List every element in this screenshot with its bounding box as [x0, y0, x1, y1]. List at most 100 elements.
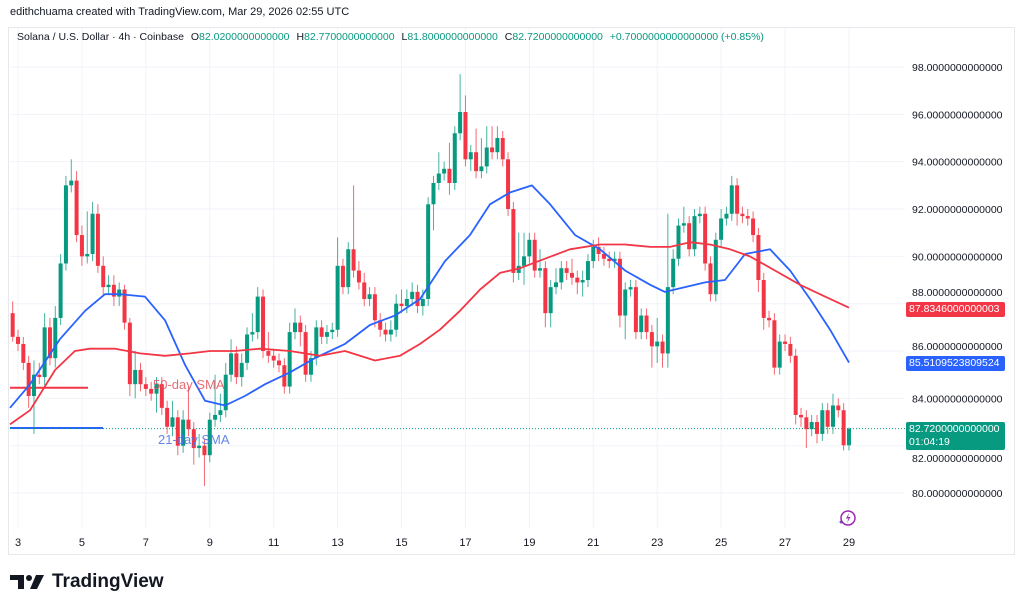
candle-down: [543, 268, 548, 314]
candle-up: [623, 289, 628, 316]
candle-down: [372, 294, 377, 321]
candle-up: [697, 213, 702, 217]
moving-averages: [9, 184, 850, 426]
candle-down: [772, 320, 777, 368]
candle-down: [708, 263, 713, 295]
lightning-icon[interactable]: [838, 509, 856, 527]
candle-down: [649, 332, 654, 347]
candle-down: [298, 322, 303, 333]
candle-down: [783, 341, 788, 344]
candle-down: [362, 282, 367, 299]
price-tick-label: 86.0000000000000: [912, 341, 1003, 353]
symbol-title[interactable]: Solana / U.S. Dollar · 4h · Coinbase: [17, 31, 184, 43]
sma50-annotation[interactable]: 50-day SMA: [153, 377, 225, 392]
close-label: C: [504, 31, 513, 43]
candle-up: [777, 341, 782, 368]
candle-up: [729, 185, 734, 214]
tradingview-logo-icon: [10, 575, 44, 589]
candle-up: [484, 147, 489, 167]
candle-up: [287, 332, 292, 387]
candle-down: [825, 410, 830, 427]
candle-down: [101, 265, 106, 288]
candle-down: [447, 168, 452, 183]
candle-up: [335, 265, 340, 330]
change-value: +0.7000000000000000 (+0.85%): [609, 31, 764, 43]
candle-down: [596, 246, 601, 254]
candle-up: [426, 204, 431, 299]
last-price-value: 82.7200000000000: [909, 423, 1000, 435]
candle-down: [756, 235, 761, 281]
candle-up: [213, 414, 218, 420]
candle-up: [223, 374, 228, 411]
tradingview-logo[interactable]: TradingView: [10, 571, 164, 593]
candle-up: [820, 410, 825, 434]
candle-down: [79, 235, 84, 257]
time-tick-label: 3: [15, 537, 21, 549]
candle-down: [143, 384, 148, 389]
candle-up: [218, 410, 223, 415]
candle-up: [692, 216, 697, 250]
time-tick-label: 7: [143, 537, 149, 549]
candle-down: [500, 138, 505, 160]
candle-down: [74, 180, 79, 236]
price-axis[interactable]: 98.0000000000000 96.0000000000000 94.00000…: [912, 62, 1003, 500]
candle-up: [713, 239, 718, 295]
candle-down: [804, 417, 809, 430]
price-tick-label: 82.0000000000000: [912, 453, 1003, 465]
candle-down: [399, 303, 404, 307]
candle-down: [234, 353, 239, 378]
candle-up: [42, 327, 47, 378]
candle-up: [553, 282, 558, 288]
candle-down: [202, 445, 207, 456]
candle-up: [239, 362, 244, 378]
candle-down: [740, 213, 745, 217]
candle-up: [58, 263, 63, 318]
candle-up: [388, 329, 393, 335]
price-tick-label: 96.0000000000000: [912, 109, 1003, 121]
candle-down: [191, 429, 196, 449]
candle-down: [21, 343, 26, 363]
low-label: L: [401, 31, 408, 43]
candle-up: [420, 298, 425, 307]
tradingview-logo-text: TradingView: [52, 571, 164, 592]
candle-up: [63, 185, 68, 264]
candle-down: [506, 159, 511, 210]
candle-up: [90, 213, 95, 254]
candle-down: [271, 355, 276, 361]
price-tick-label: 98.0000000000000: [912, 62, 1003, 74]
candle-up: [452, 133, 457, 183]
candle-down: [761, 280, 766, 318]
candle-up: [31, 374, 36, 397]
candle-down: [16, 336, 20, 344]
time-tick-label: 13: [331, 537, 343, 549]
price-tick-label: 94.0000000000000: [912, 157, 1003, 169]
sma21-annotation[interactable]: 21-day SMA: [158, 432, 230, 447]
candle-down: [751, 218, 756, 236]
candle-down: [138, 369, 143, 385]
candle-up: [442, 168, 447, 174]
time-tick-label: 29: [843, 537, 855, 549]
candle-up: [117, 289, 122, 297]
price-tick-label: 84.0000000000000: [912, 393, 1003, 405]
time-axis[interactable]: 3 5 7 9 11 13 15 17 19 21 23 25 27 29: [15, 537, 855, 549]
price-tick-label: 88.0000000000000: [912, 287, 1003, 299]
time-tick-label: 19: [523, 537, 535, 549]
candle-down: [815, 422, 819, 434]
candle-down: [186, 419, 191, 430]
sma21-line: [9, 184, 850, 409]
candle-up: [724, 213, 729, 219]
candle-up: [719, 218, 724, 240]
candle-up: [181, 419, 186, 446]
candle-up: [133, 369, 138, 385]
candle-up: [671, 258, 676, 288]
candle-up: [410, 291, 415, 299]
drawings: [10, 386, 104, 429]
candle-up: [830, 405, 835, 427]
time-tick-label: 25: [715, 537, 727, 549]
candle-up: [522, 256, 527, 266]
candle-down: [351, 249, 356, 271]
time-tick-label: 15: [395, 537, 407, 549]
time-tick-label: 5: [79, 537, 85, 549]
candle-up: [479, 166, 484, 172]
